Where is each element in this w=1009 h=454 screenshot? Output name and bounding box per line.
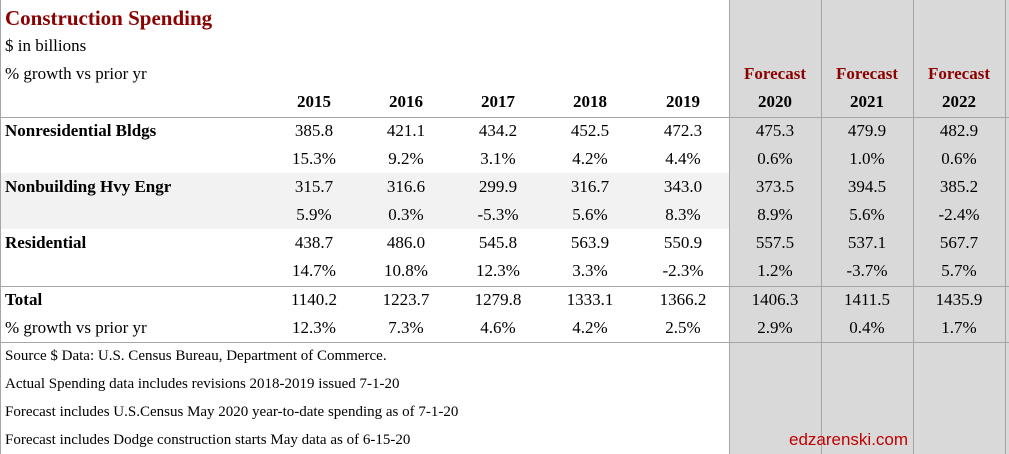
value-cell: 563.9 bbox=[570, 233, 610, 253]
value-cell: 299.9 bbox=[478, 176, 518, 196]
row-label: Residential bbox=[5, 233, 87, 253]
year-header: 2015 bbox=[297, 92, 331, 112]
growth-cell: 10.8% bbox=[384, 261, 428, 281]
total-growth-cell: 4.2% bbox=[572, 317, 608, 337]
row-divider bbox=[0, 286, 1009, 287]
footnote: Forecast includes Dodge construction sta… bbox=[5, 432, 411, 449]
growth-cell: 5.7% bbox=[941, 261, 977, 281]
value-cell: 482.9 bbox=[939, 120, 979, 140]
row-label: Nonresidential Bldgs bbox=[5, 120, 157, 140]
value-cell: 316.7 bbox=[570, 176, 610, 196]
growth-cell: -2.4% bbox=[938, 205, 980, 225]
value-cell: 452.5 bbox=[570, 120, 610, 140]
row-divider bbox=[0, 342, 1009, 343]
value-cell: 438.7 bbox=[294, 233, 334, 253]
year-header: 2021 bbox=[850, 92, 884, 112]
total-growth-label: % growth vs prior yr bbox=[5, 317, 147, 337]
total-value-cell: 1435.9 bbox=[935, 289, 983, 309]
growth-cell: 9.2% bbox=[388, 148, 424, 168]
year-header: 2019 bbox=[666, 92, 700, 112]
total-growth-cell: 1.7% bbox=[941, 317, 977, 337]
value-cell: 316.6 bbox=[386, 176, 426, 196]
total-growth-cell: 2.5% bbox=[665, 317, 701, 337]
watermark-text: edzarenski.com bbox=[789, 430, 909, 450]
year-header: 2016 bbox=[389, 92, 423, 112]
column-divider bbox=[1005, 0, 1006, 454]
value-cell: 557.5 bbox=[755, 233, 795, 253]
growth-cell: -3.7% bbox=[846, 261, 888, 281]
column-divider bbox=[821, 0, 822, 454]
growth-cell: -5.3% bbox=[477, 205, 519, 225]
value-cell: 315.7 bbox=[294, 176, 334, 196]
growth-cell: 1.2% bbox=[757, 261, 793, 281]
growth-cell: 14.7% bbox=[292, 261, 336, 281]
total-growth-cell: 0.4% bbox=[849, 317, 885, 337]
growth-cell: 3.1% bbox=[480, 148, 516, 168]
forecast-label: Forecast bbox=[928, 64, 990, 84]
row-divider bbox=[0, 117, 1009, 118]
growth-cell: 0.6% bbox=[941, 148, 977, 168]
value-cell: 373.5 bbox=[755, 176, 795, 196]
growth-cell: 1.0% bbox=[849, 148, 885, 168]
year-header: 2020 bbox=[758, 92, 792, 112]
total-value-cell: 1279.8 bbox=[474, 289, 522, 309]
year-header: 2017 bbox=[481, 92, 515, 112]
growth-label: % growth vs prior yr bbox=[5, 64, 147, 84]
value-cell: 385.2 bbox=[939, 176, 979, 196]
growth-cell: 4.2% bbox=[572, 148, 608, 168]
value-cell: 475.3 bbox=[755, 120, 795, 140]
row-label: Nonbuilding Hvy Engr bbox=[5, 176, 172, 196]
total-value-cell: 1333.1 bbox=[566, 289, 614, 309]
growth-cell: 0.6% bbox=[757, 148, 793, 168]
column-divider bbox=[913, 0, 914, 454]
footnote: Source $ Data: U.S. Census Bureau, Depar… bbox=[5, 347, 387, 364]
table-left-border bbox=[0, 0, 1, 454]
total-growth-cell: 2.9% bbox=[757, 317, 793, 337]
row-band bbox=[0, 172, 729, 230]
value-cell: 567.7 bbox=[939, 233, 979, 253]
year-header: 2022 bbox=[942, 92, 976, 112]
total-growth-cell: 4.6% bbox=[480, 317, 516, 337]
value-cell: 394.5 bbox=[847, 176, 887, 196]
value-cell: 472.3 bbox=[663, 120, 703, 140]
growth-cell: 3.3% bbox=[572, 261, 608, 281]
growth-cell: 8.9% bbox=[757, 205, 793, 225]
value-cell: 545.8 bbox=[478, 233, 518, 253]
total-growth-cell: 12.3% bbox=[292, 317, 336, 337]
total-value-cell: 1406.3 bbox=[751, 289, 799, 309]
footnote: Forecast includes U.S.Census May 2020 ye… bbox=[5, 404, 459, 421]
value-cell: 479.9 bbox=[847, 120, 887, 140]
footnote: Actual Spending data includes revisions … bbox=[5, 375, 400, 392]
growth-cell: 12.3% bbox=[476, 261, 520, 281]
total-value-cell: 1366.2 bbox=[659, 289, 707, 309]
total-growth-cell: 7.3% bbox=[388, 317, 424, 337]
forecast-background bbox=[729, 0, 1009, 454]
growth-cell: 5.9% bbox=[296, 205, 332, 225]
forecast-label: Forecast bbox=[836, 64, 898, 84]
total-value-cell: 1223.7 bbox=[382, 289, 430, 309]
total-value-cell: 1140.2 bbox=[290, 289, 338, 309]
value-cell: 434.2 bbox=[478, 120, 518, 140]
value-cell: 343.0 bbox=[663, 176, 703, 196]
growth-cell: 15.3% bbox=[292, 148, 336, 168]
units-label: $ in billions bbox=[5, 36, 87, 56]
growth-cell: 4.4% bbox=[665, 148, 701, 168]
growth-cell: 5.6% bbox=[849, 205, 885, 225]
value-cell: 537.1 bbox=[847, 233, 887, 253]
growth-cell: 0.3% bbox=[388, 205, 424, 225]
table-title: Construction Spending bbox=[5, 6, 213, 30]
column-divider bbox=[729, 0, 730, 454]
value-cell: 385.8 bbox=[294, 120, 334, 140]
value-cell: 421.1 bbox=[386, 120, 426, 140]
growth-cell: -2.3% bbox=[662, 261, 704, 281]
value-cell: 550.9 bbox=[663, 233, 703, 253]
growth-cell: 5.6% bbox=[572, 205, 608, 225]
year-header: 2018 bbox=[573, 92, 607, 112]
forecast-label: Forecast bbox=[744, 64, 806, 84]
total-label: Total bbox=[5, 289, 43, 309]
total-value-cell: 1411.5 bbox=[843, 289, 891, 309]
value-cell: 486.0 bbox=[386, 233, 426, 253]
growth-cell: 8.3% bbox=[665, 205, 701, 225]
